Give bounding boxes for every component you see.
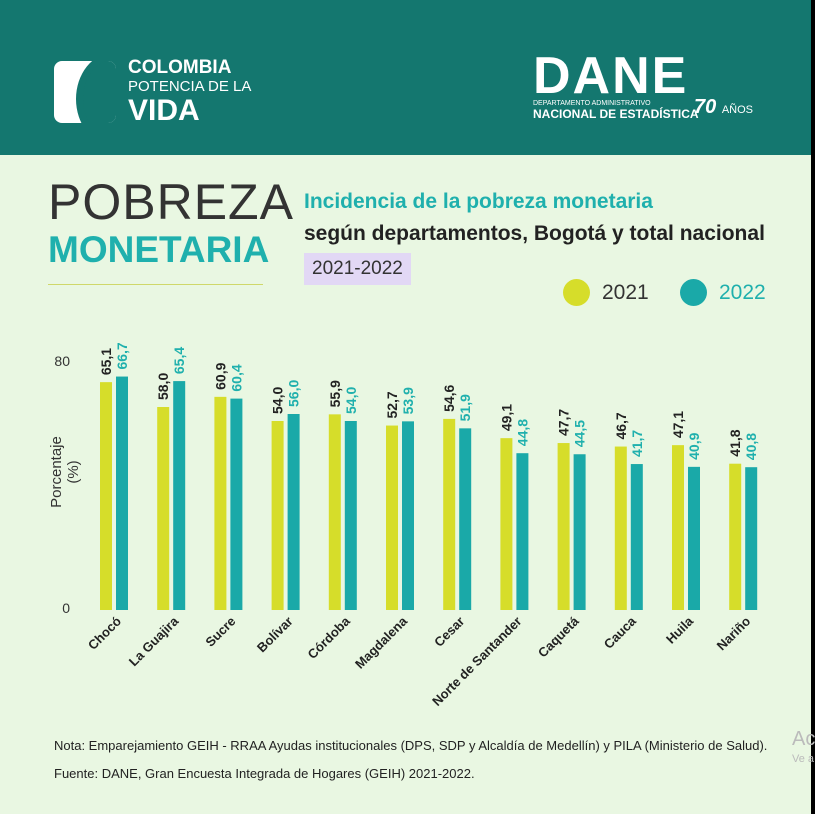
bar-2021 bbox=[729, 463, 742, 610]
data-label-2021: 60,9 bbox=[212, 362, 228, 389]
data-label-2022: 60,4 bbox=[228, 364, 244, 391]
x-tick-label: Bolívar bbox=[254, 614, 296, 656]
data-label-2022: 54,0 bbox=[343, 387, 359, 414]
dane-logo: DANE DEPARTAMENTO ADMINISTRATIVO NACIONA… bbox=[533, 47, 699, 121]
bar-2022 bbox=[287, 414, 300, 610]
data-label-2021: 47,1 bbox=[670, 411, 686, 438]
legend-label-2022: 2022 bbox=[719, 280, 766, 304]
bar-2022 bbox=[573, 454, 586, 610]
data-label-2022: 51,9 bbox=[457, 394, 473, 421]
logo-line3: VIDA bbox=[128, 94, 200, 127]
heading-pobreza: POBREZA bbox=[48, 174, 294, 230]
x-tick-label: Huila bbox=[663, 613, 697, 647]
x-tick-label: Nariño bbox=[714, 613, 754, 653]
bar-2021 bbox=[386, 425, 398, 610]
bar-2022 bbox=[516, 453, 529, 610]
bar-2022 bbox=[745, 467, 758, 610]
data-label-2022: 53,9 bbox=[400, 387, 416, 414]
bar-2021 bbox=[443, 418, 456, 610]
heading-divider bbox=[48, 284, 263, 285]
note-text: Nota: Emparejamiento GEIH - RRAA Ayudas … bbox=[54, 738, 768, 753]
bar-2022 bbox=[459, 428, 472, 610]
x-tick-label: Cesar bbox=[431, 614, 467, 650]
bar-2021 bbox=[100, 382, 112, 610]
bar-2022 bbox=[402, 421, 414, 610]
data-label-2021: 65,1 bbox=[98, 348, 114, 375]
bar-2021 bbox=[500, 438, 513, 610]
dane-sub2: NACIONAL DE ESTADÍSTICA bbox=[533, 107, 699, 121]
legend-item-2021: 2021 bbox=[563, 279, 649, 306]
data-label-2022: 40,8 bbox=[743, 433, 759, 460]
data-label-2021: 41,8 bbox=[727, 429, 743, 456]
bar-2021 bbox=[328, 414, 341, 610]
anniv-number: 70 bbox=[694, 96, 717, 118]
data-label-2021: 55,9 bbox=[327, 380, 343, 407]
bar-2022 bbox=[630, 464, 643, 610]
chart-subtitle: según departamentos, Bogotá y total naci… bbox=[304, 222, 765, 245]
anniv-suffix: AÑOS bbox=[721, 104, 753, 116]
watermark-line2: Ve a bbox=[792, 753, 815, 765]
window-edge bbox=[811, 0, 815, 814]
data-label-2021: 46,7 bbox=[613, 412, 629, 439]
data-label-2021: 54,0 bbox=[270, 387, 286, 414]
watermark-line1: Ac bbox=[792, 728, 815, 750]
bar-chart: 80 0 65,1 66,7 Chocó 58,065,4 La Guajira 60,9 60… bbox=[54, 342, 759, 709]
legend-swatch-2021 bbox=[563, 279, 590, 306]
bar-2021 bbox=[214, 396, 227, 610]
data-label-2021: 54,6 bbox=[441, 384, 457, 411]
data-label-2021: 49,1 bbox=[498, 404, 514, 431]
bar-2022 bbox=[688, 466, 700, 610]
cpv-logo-icon bbox=[54, 61, 116, 123]
data-label-2022: 66,7 bbox=[114, 342, 130, 369]
x-tick-label: Córdoba bbox=[305, 613, 354, 662]
bar-2021 bbox=[557, 443, 570, 610]
period-badge: 2021-2022 bbox=[304, 253, 411, 285]
dane-name: DANE bbox=[533, 47, 689, 105]
legend-swatch-2022 bbox=[680, 279, 707, 306]
x-tick-label: Magdalena bbox=[352, 613, 411, 672]
data-label-2022: 56,0 bbox=[286, 380, 302, 407]
data-label-2022: 44,8 bbox=[514, 419, 530, 446]
x-tick-label: Cauca bbox=[601, 613, 640, 652]
data-label-2022: 40,9 bbox=[686, 432, 702, 459]
x-tick-label: Sucre bbox=[202, 614, 238, 650]
bar-2022 bbox=[173, 381, 186, 610]
data-label-2022: 41,7 bbox=[629, 430, 645, 457]
bar-2021 bbox=[271, 421, 284, 610]
x-tick-label: Chocó bbox=[85, 613, 124, 652]
logo-line2: POTENCIA DE LA bbox=[128, 78, 252, 95]
y-tick-label: 80 bbox=[54, 353, 70, 369]
y-tick-label: 0 bbox=[62, 600, 70, 616]
data-label-2021: 47,7 bbox=[556, 409, 572, 436]
data-label-2022: 44,5 bbox=[572, 420, 588, 447]
data-label-2021: 58,0 bbox=[155, 373, 171, 400]
header-banner: COLOMBIA POTENCIA DE LA VIDA DANE DEPART… bbox=[0, 0, 811, 155]
bar-2022 bbox=[230, 398, 243, 610]
legend-label-2021: 2021 bbox=[602, 280, 649, 304]
x-tick-label: Caquetá bbox=[535, 613, 582, 660]
dane-sub1: DEPARTAMENTO ADMINISTRATIVO bbox=[533, 100, 651, 107]
chart-title: Incidencia de la pobreza monetaria bbox=[304, 190, 653, 213]
bar-2021 bbox=[157, 407, 170, 610]
x-tick-label: La Guajira bbox=[126, 613, 182, 669]
legend-item-2022: 2022 bbox=[680, 279, 766, 306]
bar-2021 bbox=[614, 446, 627, 610]
heading-monetaria: MONETARIA bbox=[48, 229, 270, 270]
bar-2022 bbox=[116, 376, 128, 610]
logo-line1: COLOMBIA bbox=[128, 57, 232, 78]
anniversary-badge: 70 AÑOS bbox=[694, 96, 753, 119]
bar-2022 bbox=[344, 421, 357, 610]
bar-2021 bbox=[672, 445, 684, 610]
data-label-2022: 65,4 bbox=[171, 347, 187, 374]
colombia-potencia-vida-logo: COLOMBIA POTENCIA DE LA VIDA bbox=[54, 58, 251, 126]
data-label-2021: 52,7 bbox=[384, 391, 400, 418]
source-text: Fuente: DANE, Gran Encuesta Integrada de… bbox=[54, 766, 475, 781]
